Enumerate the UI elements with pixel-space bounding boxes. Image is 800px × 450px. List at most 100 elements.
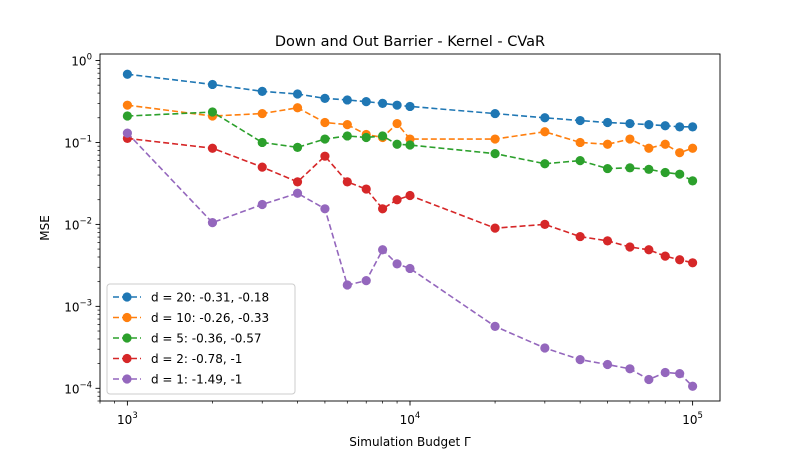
- legend-label: d = 1: -1.49, -1: [151, 373, 242, 387]
- data-point: [644, 245, 654, 255]
- data-point: [392, 100, 402, 110]
- data-point: [257, 108, 267, 119]
- data-point: [575, 137, 585, 148]
- chart-title: Down and Out Barrier - Kernel - CVaR: [275, 34, 545, 50]
- data-point: [405, 263, 415, 274]
- y-tick-label: 100: [71, 52, 92, 68]
- legend-marker: [122, 333, 132, 343]
- series-2: [122, 100, 698, 158]
- data-point: [292, 89, 303, 99]
- data-point: [675, 148, 685, 158]
- legend-item: d = 20: -0.31, -0.18: [113, 291, 269, 305]
- y-tick-label: 10−2: [64, 216, 92, 232]
- data-point: [490, 134, 500, 144]
- data-point: [490, 321, 500, 331]
- data-point: [292, 103, 303, 113]
- data-point: [257, 199, 267, 210]
- data-point: [320, 204, 330, 214]
- series-4: [122, 133, 698, 268]
- data-point: [392, 195, 402, 205]
- data-point: [405, 140, 415, 150]
- data-point: [660, 251, 670, 261]
- data-point: [320, 134, 330, 144]
- y-tick-label: 10−3: [64, 298, 92, 314]
- data-point: [122, 69, 132, 79]
- data-point: [644, 164, 654, 174]
- data-point: [257, 86, 267, 96]
- data-point: [342, 131, 352, 141]
- data-point: [688, 122, 698, 132]
- data-point: [122, 128, 132, 138]
- data-point: [361, 132, 371, 143]
- data-point: [342, 95, 352, 105]
- series-3: [122, 107, 698, 186]
- data-point: [625, 118, 635, 129]
- data-point: [207, 218, 218, 228]
- data-point: [602, 163, 613, 174]
- data-point: [625, 242, 635, 252]
- data-point: [575, 156, 585, 166]
- data-point: [540, 343, 550, 353]
- legend: d = 20: -0.31, -0.18 d = 10: -0.26, -0.33…: [106, 283, 296, 395]
- data-point: [540, 219, 550, 229]
- data-point: [378, 98, 388, 108]
- legend-item: d = 2: -0.78, -1: [113, 352, 242, 366]
- plot-frame: [99, 53, 721, 402]
- data-point: [320, 151, 330, 161]
- data-point: [292, 177, 303, 187]
- series-layer: [122, 69, 698, 391]
- legend-marker: [122, 292, 132, 302]
- x-axis-label: Simulation Budget Γ: [349, 435, 471, 449]
- data-point: [675, 122, 685, 132]
- y-axis-label: MSE: [38, 215, 52, 241]
- data-point: [660, 367, 670, 378]
- data-point: [320, 93, 330, 103]
- data-point: [207, 143, 218, 153]
- data-point: [688, 143, 698, 153]
- legend-label: d = 5: -0.36, -0.57: [151, 332, 262, 346]
- data-point: [378, 131, 388, 141]
- series-5: [122, 128, 698, 391]
- data-point: [625, 364, 635, 374]
- data-point: [292, 188, 303, 198]
- data-point: [257, 137, 267, 148]
- data-point: [540, 113, 550, 123]
- data-point: [257, 162, 267, 172]
- data-point: [660, 121, 670, 131]
- data-point: [207, 79, 218, 90]
- data-point: [122, 100, 132, 110]
- data-point: [602, 236, 613, 246]
- y-axis: 100 10−1 10−2 10−3 10−4: [64, 52, 100, 402]
- data-point: [625, 134, 635, 144]
- data-point: [644, 120, 654, 130]
- data-point: [122, 111, 132, 121]
- data-point: [688, 258, 698, 268]
- data-point: [660, 139, 670, 149]
- data-point: [392, 259, 402, 269]
- data-point: [392, 118, 402, 129]
- legend-label: d = 20: -0.31, -0.18: [151, 291, 269, 305]
- legend-label: d = 2: -0.78, -1: [151, 352, 242, 366]
- data-point: [490, 223, 500, 233]
- data-point: [361, 97, 371, 107]
- data-point: [342, 280, 352, 290]
- data-point: [625, 163, 635, 173]
- data-point: [361, 184, 371, 194]
- data-point: [575, 355, 585, 365]
- data-point: [490, 149, 500, 159]
- data-point: [644, 143, 654, 153]
- legend-item: d = 1: -1.49, -1: [113, 373, 242, 387]
- x-axis: 103 104 105: [99, 401, 703, 427]
- data-point: [575, 115, 585, 126]
- data-point: [405, 190, 415, 201]
- data-point: [320, 117, 330, 128]
- legend-item: d = 5: -0.36, -0.57: [113, 332, 262, 346]
- data-point: [540, 159, 550, 169]
- data-point: [688, 176, 698, 186]
- legend-box: [106, 283, 296, 395]
- data-point: [292, 142, 303, 152]
- data-point: [602, 359, 613, 370]
- series-1: [122, 69, 698, 132]
- legend-marker: [122, 353, 132, 364]
